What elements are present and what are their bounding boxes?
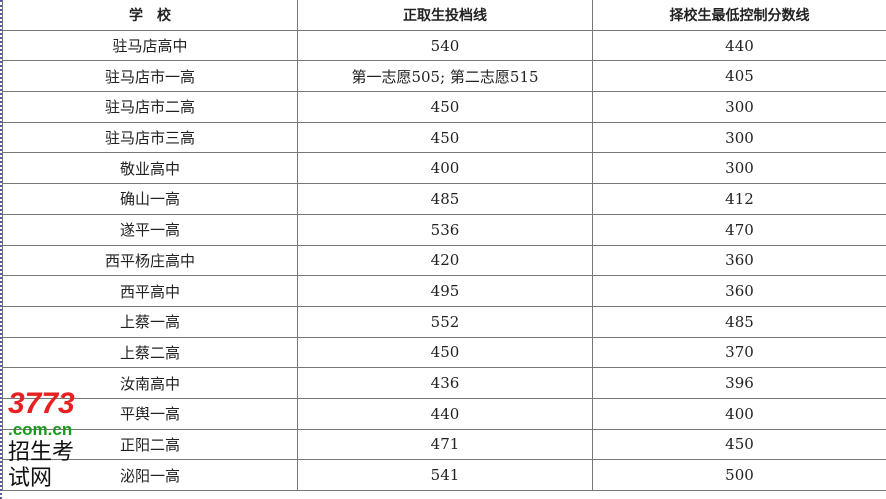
regular-line: 552: [297, 305, 593, 338]
table-row: 上蔡二高 450 370: [2, 336, 886, 369]
choice-line: 412: [592, 183, 886, 215]
school-name: 上蔡二高: [2, 336, 298, 369]
school-name: 西平杨庄高中: [2, 244, 298, 277]
school-name: 驻马店市二高: [2, 91, 298, 123]
regular-line: 471: [297, 428, 593, 461]
regular-line: 450: [297, 336, 593, 369]
table-row: 确山一高 485 412: [2, 183, 886, 215]
choice-line: 370: [592, 336, 886, 369]
school-name: 驻马店市三高: [2, 121, 298, 154]
school-name: 上蔡一高: [2, 305, 298, 338]
table-row: 上蔡一高 552 485: [2, 305, 886, 338]
school-name: 平舆一高: [2, 397, 298, 430]
school-name: 敬业高中: [2, 152, 298, 185]
table-row: 敬业高中 400 300: [2, 152, 886, 185]
regular-line: 第一志愿505; 第二志愿515: [297, 60, 593, 93]
choice-line: 470: [592, 213, 886, 246]
header-school: 学 校: [2, 0, 298, 31]
regular-line: 540: [297, 29, 593, 62]
header-regular-line: 正取生投档线: [297, 0, 593, 31]
choice-line: 405: [592, 60, 886, 93]
school-name: 驻马店市一高: [2, 60, 298, 93]
school-name: 西平高中: [2, 275, 298, 307]
school-name: 驻马店高中: [2, 29, 298, 62]
table-row: 西平高中 495 360: [2, 275, 886, 307]
choice-line: 450: [592, 428, 886, 461]
table-row: 遂平一高 536 470: [2, 213, 886, 246]
regular-line: 495: [297, 275, 593, 307]
table-row: 驻马店市二高 450 300: [2, 91, 886, 123]
choice-line: 300: [592, 121, 886, 154]
choice-line: 396: [592, 367, 886, 399]
table-row: 驻马店市三高 450 300: [2, 121, 886, 154]
regular-line: 436: [297, 367, 593, 399]
choice-line: 300: [592, 152, 886, 185]
header-row: 学 校 正取生投档线 择校生最低控制分数线: [2, 0, 886, 31]
table-row: 驻马店市一高 第一志愿505; 第二志愿515 405: [2, 60, 886, 93]
regular-line: 541: [297, 459, 593, 491]
choice-line: 500: [592, 459, 886, 491]
table-row: 正阳二高 471 450: [2, 428, 886, 461]
regular-line: 400: [297, 152, 593, 185]
regular-line: 420: [297, 244, 593, 277]
regular-line: 450: [297, 121, 593, 154]
table-row: 泌阳一高 541 500: [2, 459, 886, 491]
choice-line: 360: [592, 244, 886, 277]
school-name: 正阳二高: [2, 428, 298, 461]
regular-line: 440: [297, 397, 593, 430]
regular-line: 450: [297, 91, 593, 123]
table-row: 汝南高中 436 396: [2, 367, 886, 399]
school-name: 汝南高中: [2, 367, 298, 399]
choice-line: 440: [592, 29, 886, 62]
regular-line: 485: [297, 183, 593, 215]
school-name: 确山一高: [2, 183, 298, 215]
table-row: 平舆一高 440 400: [2, 397, 886, 430]
school-name: 遂平一高: [2, 213, 298, 246]
choice-line: 360: [592, 275, 886, 307]
table-row: 驻马店高中 540 440: [2, 29, 886, 62]
table-row: 西平杨庄高中 420 360: [2, 244, 886, 277]
header-choice-line: 择校生最低控制分数线: [592, 0, 886, 31]
choice-line: 300: [592, 91, 886, 123]
choice-line: 400: [592, 397, 886, 430]
choice-line: 485: [592, 305, 886, 338]
regular-line: 536: [297, 213, 593, 246]
school-name: 泌阳一高: [2, 459, 298, 491]
